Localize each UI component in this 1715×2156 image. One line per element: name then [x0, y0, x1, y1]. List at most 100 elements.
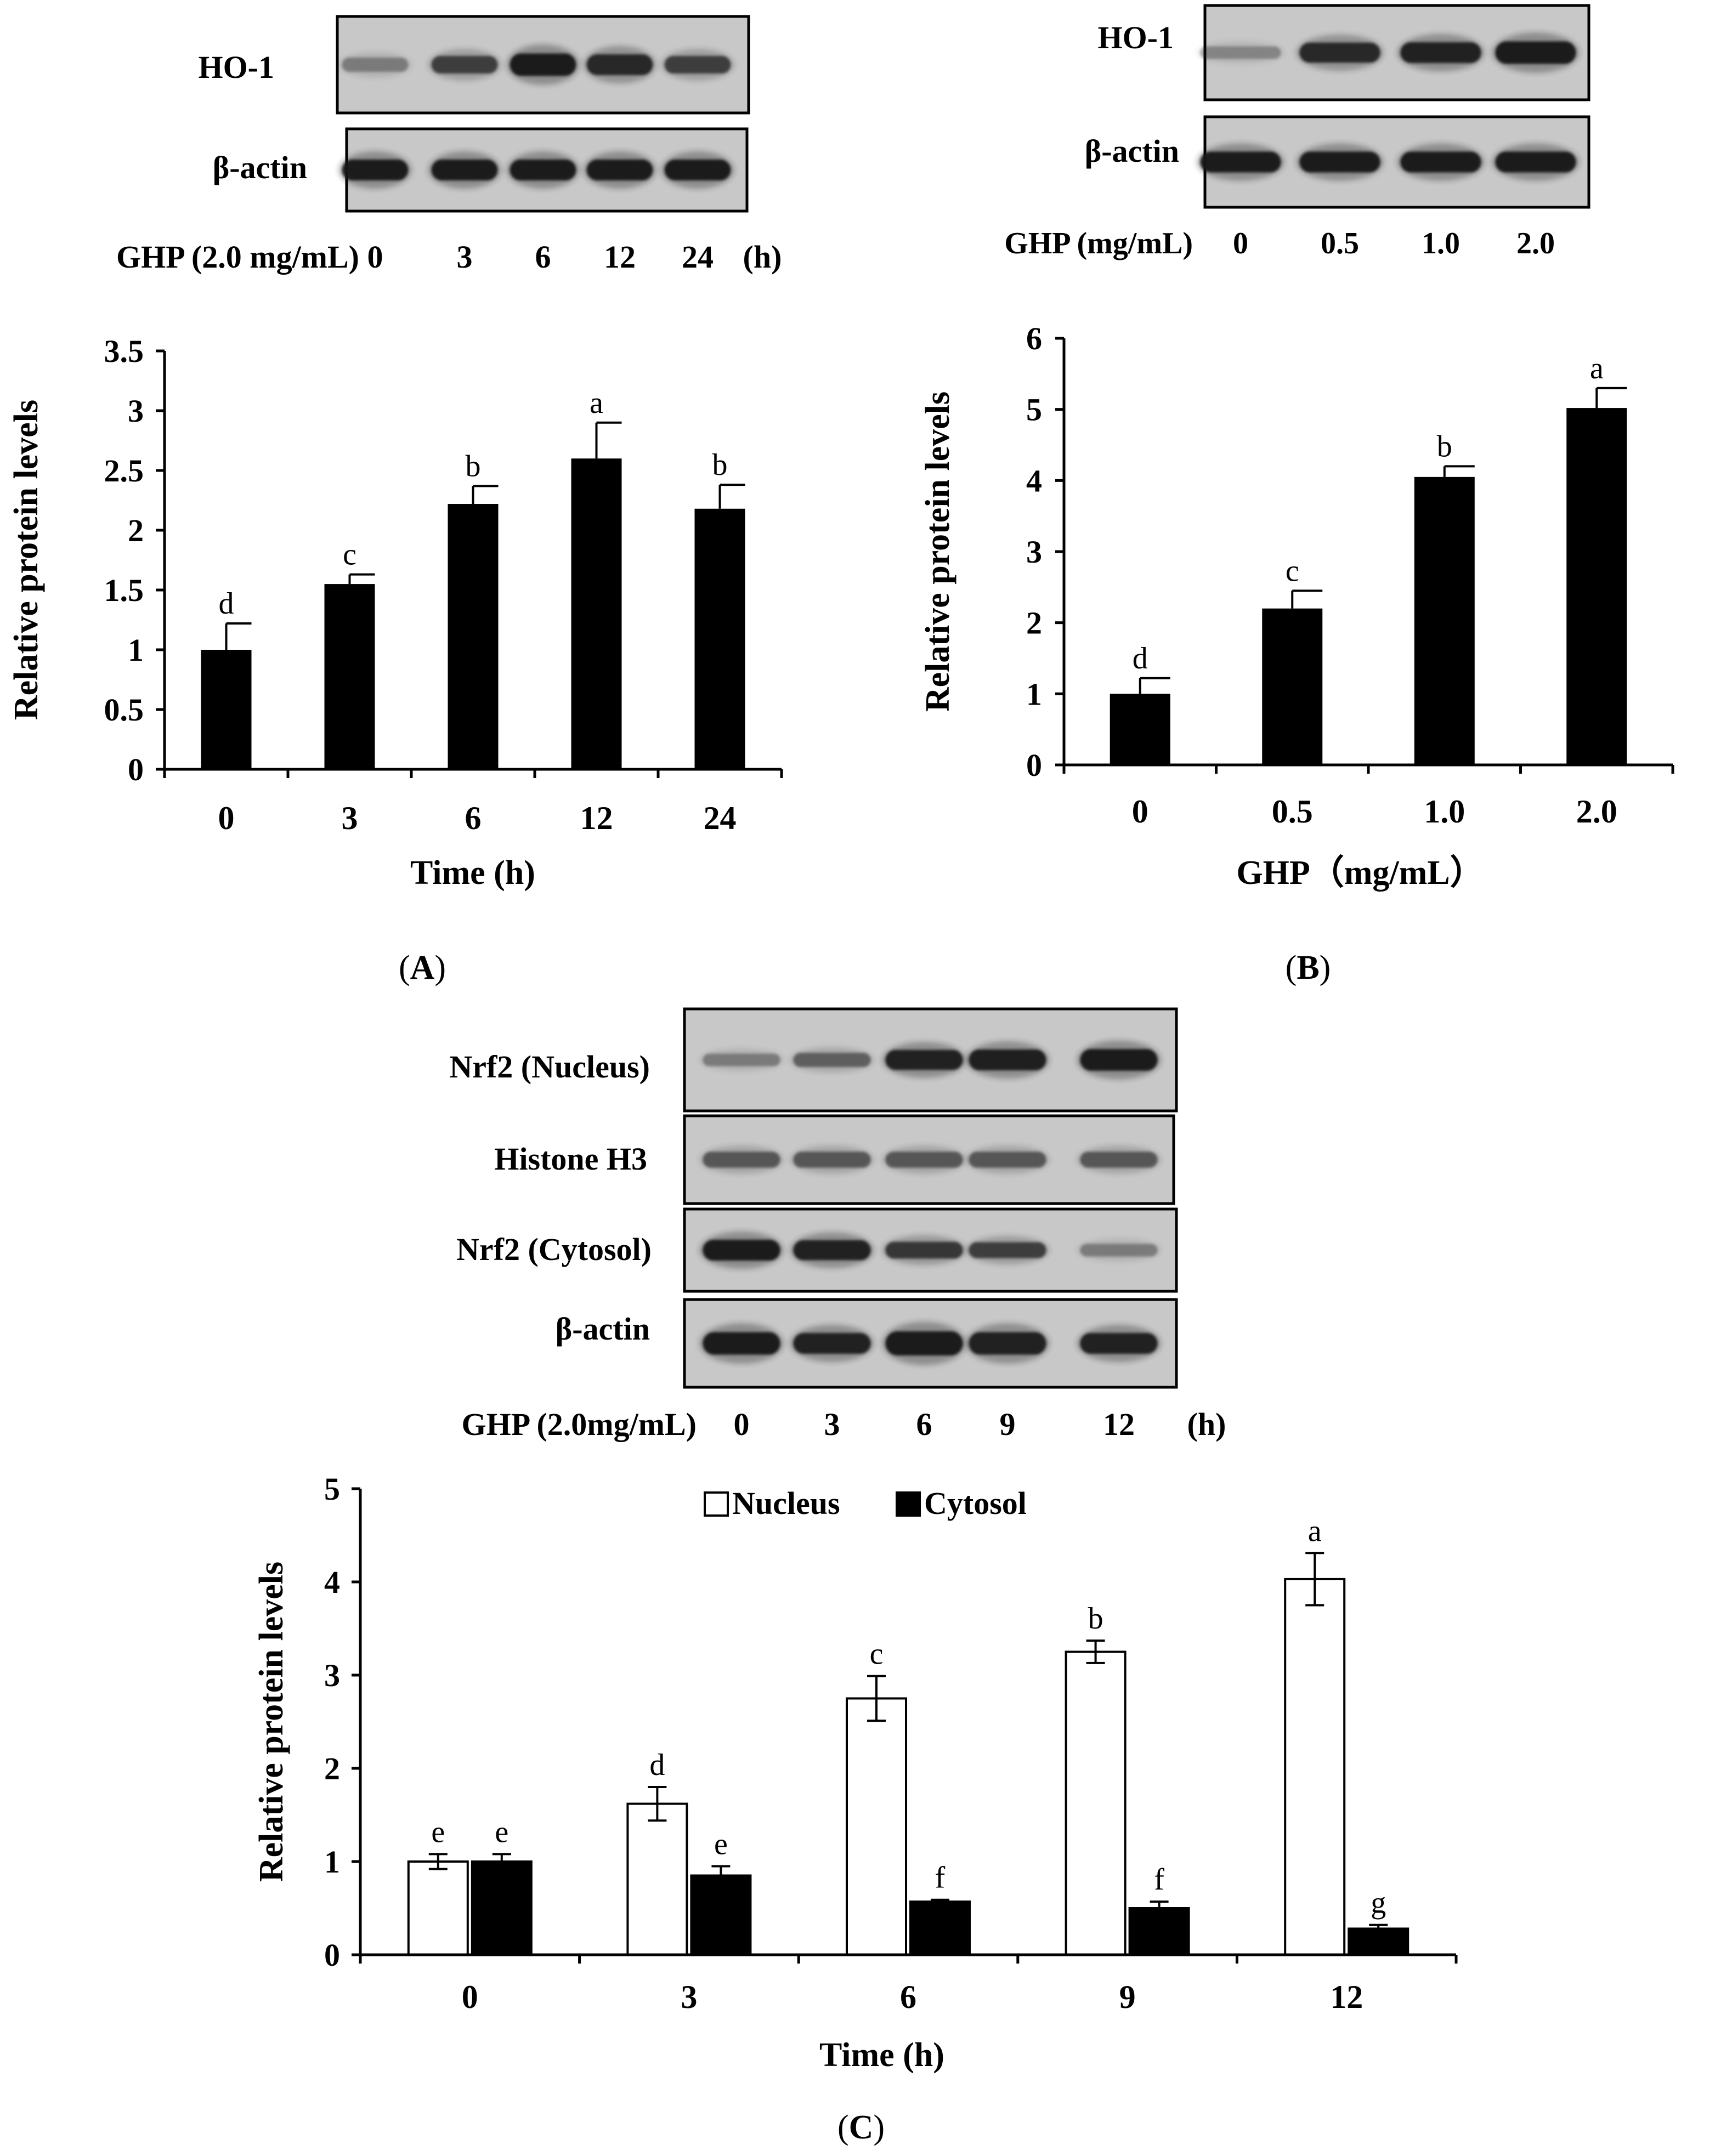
y-tick-label: 3.5	[104, 333, 144, 369]
significance-letter: d	[219, 587, 234, 621]
significance-letter: f	[1154, 1863, 1164, 1897]
y-tick-label: 5	[324, 1471, 340, 1507]
blot-band	[1495, 151, 1576, 173]
bar	[571, 458, 622, 769]
x-tick-label: 0	[218, 800, 235, 836]
significance-letter: a	[1590, 351, 1604, 385]
blot-a-lane-label: 6	[535, 239, 551, 275]
significance-letter: b	[466, 449, 481, 483]
blot-band	[703, 1053, 780, 1066]
blot-band	[969, 1049, 1046, 1070]
significance-letter: d	[649, 1748, 665, 1782]
chart-b-ylabel: Relative protein levels	[919, 392, 956, 712]
blot-a-bands-ho1	[338, 44, 734, 85]
chart-a-xlabel: Time (h)	[410, 854, 535, 892]
blot-c-lane-header: GHP (2.0mg/mL)	[461, 1406, 697, 1442]
y-tick-label: 2	[128, 513, 144, 548]
y-tick-label: 0	[128, 752, 144, 787]
blot-band	[1299, 151, 1380, 173]
blot-band	[969, 1242, 1046, 1258]
blot-band	[1299, 42, 1380, 63]
blot-c-label-histone-h3: Histone H3	[494, 1141, 647, 1177]
blot-c-label-actin: β-actin	[556, 1311, 650, 1347]
panel-c-blot: Nrf2 (Nucleus) Histone H3 Nrf2 (Cytosol)…	[449, 1007, 1226, 1442]
x-tick-label: 0	[462, 1979, 478, 2015]
x-tick-label: 12	[1330, 1979, 1363, 2015]
blot-band	[793, 1053, 871, 1067]
blot-a-label-actin: β-actin	[213, 150, 307, 185]
blot-b-lane-header: GHP (mg/mL)	[1004, 226, 1193, 260]
x-tick-label: 2.0	[1576, 793, 1617, 830]
significance-letter: d	[1133, 642, 1148, 676]
blot-band	[969, 1332, 1046, 1355]
panel-b-blot: HO-1 β-actin GHP (mg/mL) 0 0.5 1.0 2.0	[1004, 4, 1591, 260]
blot-c-bands-actin	[699, 1321, 1161, 1365]
blot-band	[1400, 151, 1481, 173]
legend-label-cytosol: Cytosol	[924, 1485, 1027, 1521]
chart-a-bars: d c b a b	[201, 386, 745, 769]
blot-c-lane-unit: (h)	[1187, 1406, 1226, 1442]
blot-c-bands-histone-h3	[699, 1145, 1161, 1175]
y-tick-label: 4	[324, 1564, 340, 1600]
blot-band	[1080, 1151, 1158, 1168]
blot-band	[1400, 42, 1481, 63]
blot-band	[793, 1151, 871, 1168]
bar	[1566, 408, 1627, 765]
chart-a: d c b a b 0 0.5 1 1.5 2 2.5 3 3.5 0 3 6 12 24 Relative p…	[8, 333, 783, 892]
bar	[201, 650, 252, 769]
blot-band	[586, 160, 653, 180]
x-tick-label: 6	[900, 1979, 916, 2015]
blot-b-lane-label: 0.5	[1321, 226, 1359, 260]
blot-b-lane-label: 0	[1233, 226, 1248, 260]
significance-letter: c	[1286, 554, 1299, 588]
blot-band	[703, 1332, 780, 1355]
chart-b-xlabel: GHP（mg/mL）	[1236, 853, 1484, 892]
legend-swatch-cytosol	[896, 1491, 921, 1517]
bar	[1262, 608, 1323, 765]
blot-band	[510, 160, 576, 180]
x-tick-label: 0	[1132, 793, 1148, 830]
significance-letter: b	[1088, 1602, 1103, 1636]
blot-band	[1200, 151, 1281, 173]
y-tick-label: 2	[1026, 605, 1042, 641]
blot-band	[1200, 46, 1281, 59]
y-tick-label: 3	[1026, 534, 1042, 570]
bar	[324, 584, 375, 769]
bar-nucleus	[1065, 1650, 1127, 1956]
blot-c-lane-label: 3	[824, 1406, 840, 1442]
blot-b-bands-ho1	[1197, 32, 1580, 73]
y-tick-label: 3	[324, 1658, 340, 1693]
chart-c-bars: e d c b a e e f f g	[407, 1514, 1410, 1956]
blot-band	[431, 160, 498, 180]
bar-cytosol	[471, 1860, 533, 1956]
significance-letter: f	[935, 1861, 946, 1895]
significance-letter: a	[1308, 1514, 1322, 1548]
panel-a-blot: HO-1 β-actin GHP (2.0 mg/mL) 0 3 6 12 24…	[116, 15, 782, 275]
blot-c-bands-nrf2-cytosol	[699, 1231, 1161, 1269]
chart-c-ylabel: Relative protein levels	[253, 1562, 290, 1882]
y-tick-label: 4	[1026, 463, 1042, 498]
blot-c-label-nrf2-nucleus: Nrf2 (Nucleus)	[449, 1049, 650, 1085]
x-tick-label: 12	[580, 800, 613, 836]
blot-band	[1080, 1244, 1158, 1257]
blot-band	[1080, 1333, 1158, 1354]
chart-a-ticks: 0 0.5 1 1.5 2 2.5 3 3.5 0 3 6 12 24	[104, 333, 783, 836]
chart-b-bars: d c b a	[1110, 351, 1627, 765]
blot-band	[703, 1240, 780, 1261]
panel-c-caption: (C)	[837, 2109, 885, 2146]
blot-band	[1495, 41, 1576, 64]
blot-band	[431, 56, 498, 73]
blot-b-label-actin: β-actin	[1085, 133, 1179, 169]
x-tick-label: 1.0	[1424, 793, 1465, 830]
bar-nucleus	[626, 1802, 688, 1956]
x-tick-label: 9	[1119, 1979, 1136, 2015]
panel-b-caption: (B)	[1286, 949, 1331, 986]
blot-band	[1080, 1049, 1158, 1071]
blot-c-lane-label: 9	[1000, 1406, 1016, 1442]
blot-c-lane-label: 6	[916, 1406, 932, 1442]
blot-band	[885, 1049, 963, 1070]
y-tick-label: 0	[1026, 747, 1042, 783]
chart-c-xlabel: Time (h)	[819, 2036, 944, 2074]
y-tick-label: 1	[128, 632, 144, 668]
blot-c-bands-nrf2-nucleus	[699, 1040, 1161, 1080]
